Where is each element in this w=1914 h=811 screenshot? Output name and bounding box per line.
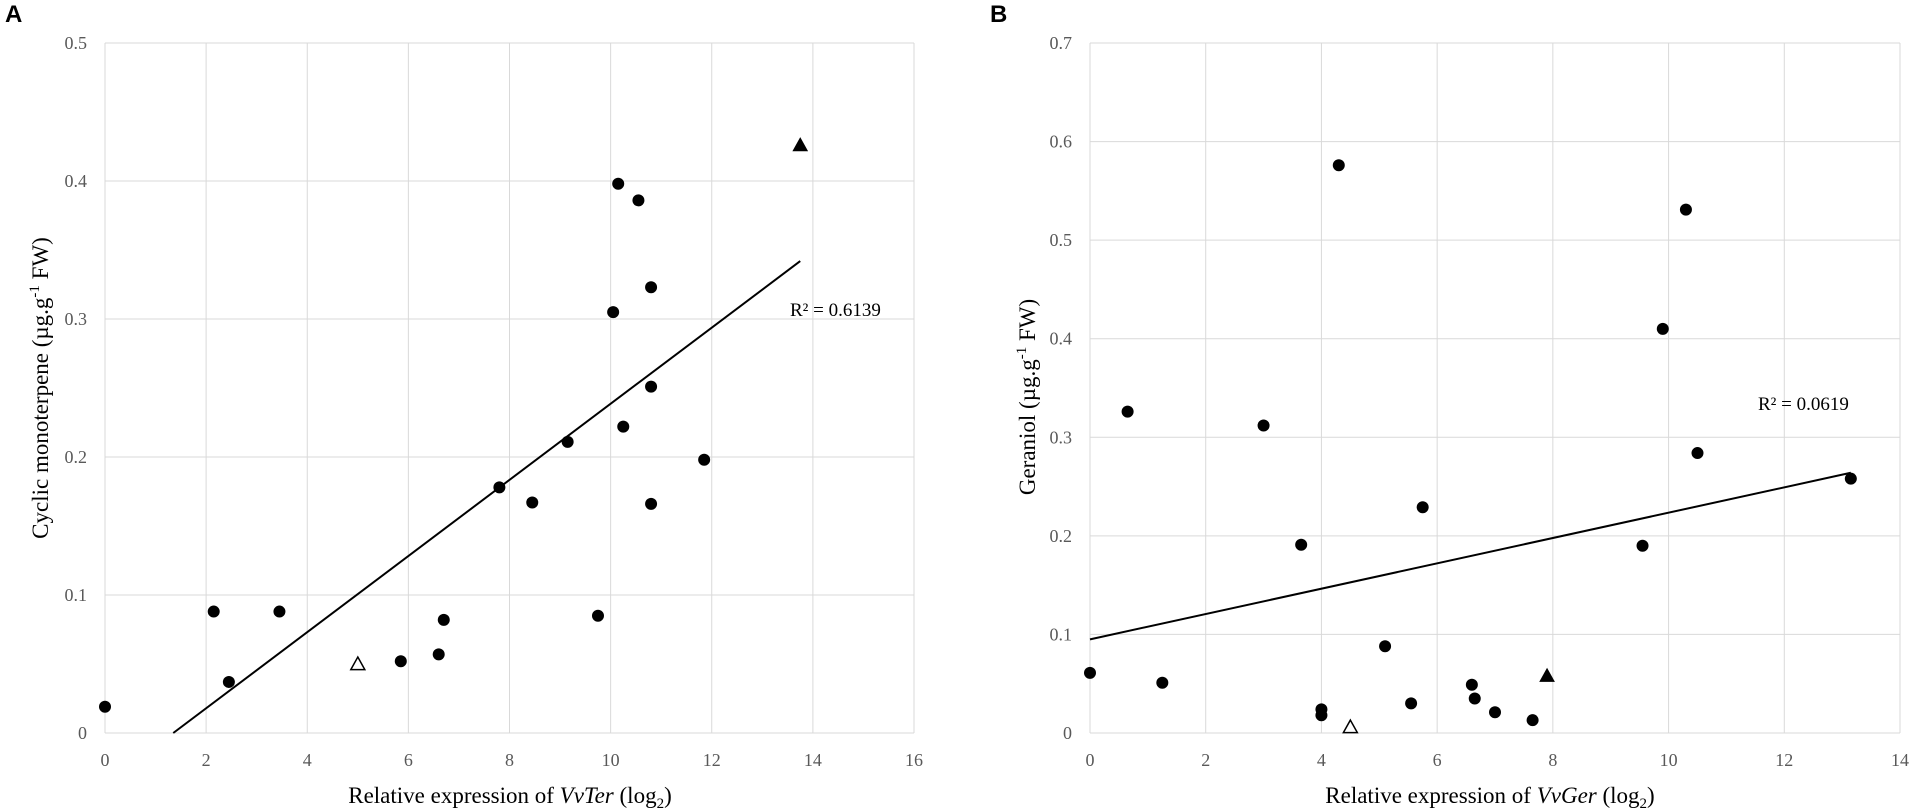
x-tick-label: 12	[703, 750, 721, 770]
data-point	[698, 453, 711, 466]
data-point-triangle-filled	[1539, 667, 1555, 682]
data-point	[1405, 697, 1418, 710]
data-point	[612, 177, 625, 190]
data-point	[645, 281, 658, 294]
data-point	[645, 497, 658, 510]
panel-a-r2-label: R² = 0.6139	[790, 300, 881, 321]
x-tick-label: 14	[1891, 750, 1909, 770]
panel-a-grid	[104, 42, 915, 734]
data-point	[273, 605, 286, 618]
data-point	[561, 435, 574, 448]
data-point	[1691, 447, 1704, 460]
x-tick-label: 8	[1548, 750, 1557, 770]
y-tick-label: 0.5	[65, 33, 88, 53]
y-tick-label: 0.3	[1050, 427, 1073, 447]
x-tick-label: 10	[602, 750, 620, 770]
x-tick-label: 2	[202, 750, 211, 770]
x-tick-label: 0	[101, 750, 110, 770]
data-point	[99, 700, 111, 713]
panel-b-scatter: B 0 2 4 6 8 10 12 14 0 0.1 0.2 0.3 0.4 0.5 0.6 0.7 R² =…	[990, 1, 1909, 811]
panel-a-trendline	[172, 260, 801, 734]
data-point	[394, 655, 407, 668]
panel-b-trendline	[1089, 471, 1852, 641]
data-point	[493, 481, 506, 494]
data-point	[1636, 539, 1649, 552]
x-tick-label: 6	[404, 750, 413, 770]
x-tick-label: 2	[1201, 750, 1210, 770]
x-tick-label: 6	[1433, 750, 1442, 770]
data-point	[607, 306, 620, 319]
data-point	[591, 609, 604, 622]
panel-b-ticks: 0 2 4 6 8 10 12 14 0 0.1 0.2 0.3 0.4 0.5 0.6 0.7	[1050, 33, 1910, 770]
panel-b-points	[1084, 159, 1857, 734]
data-point	[1156, 676, 1169, 689]
panel-b-x-axis-label: Relative expression of VvGer (log2)	[1325, 783, 1654, 811]
data-point	[1121, 405, 1134, 418]
data-point	[632, 194, 645, 207]
data-point	[1465, 678, 1478, 691]
data-point	[1416, 501, 1429, 514]
data-point	[1295, 538, 1308, 551]
data-point	[207, 605, 220, 618]
data-point	[222, 675, 235, 688]
x-tick-label: 14	[804, 750, 822, 770]
x-tick-label: 0	[1086, 750, 1095, 770]
y-tick-label: 0	[1063, 723, 1072, 743]
y-tick-label: 0.5	[1050, 230, 1073, 250]
y-tick-label: 0.1	[65, 585, 88, 605]
x-tick-label: 16	[905, 750, 923, 770]
panel-a-points	[99, 137, 809, 713]
panel-a-y-axis-label: Cyclic monoterpene (µg.g-1 FW)	[27, 237, 53, 539]
data-point	[432, 648, 445, 661]
panel-a-ticks: 0 2 4 6 8 10 12 14 16 0 0.1 0.2 0.3 0.4 0.5	[65, 33, 924, 770]
y-tick-label: 0	[78, 723, 87, 743]
data-point-triangle-filled	[792, 137, 809, 152]
panel-b-letter: B	[990, 1, 1007, 28]
y-tick-label: 0.3	[65, 309, 88, 329]
y-tick-label: 0.2	[65, 447, 88, 467]
data-point	[1257, 419, 1270, 432]
x-tick-label: 4	[303, 750, 312, 770]
x-tick-label: 8	[505, 750, 514, 770]
data-point	[1084, 666, 1096, 679]
data-point	[1489, 706, 1501, 719]
panel-a-letter: A	[5, 1, 22, 28]
data-point-triangle-open	[1342, 718, 1359, 734]
data-point	[617, 420, 630, 433]
y-tick-label: 0.6	[1050, 132, 1073, 152]
data-point	[437, 613, 450, 626]
panel-a-scatter: A 0 2 4 6 8 10 12 14 16 0 0.1 0.2 0.3 0.4 0.5 R² = 0.6…	[5, 1, 923, 811]
data-point	[1468, 692, 1481, 705]
data-point-triangle-open	[349, 655, 367, 671]
data-point	[1332, 159, 1345, 172]
data-point	[1679, 203, 1692, 216]
data-point	[526, 496, 539, 509]
data-point	[1656, 322, 1669, 335]
y-tick-label: 0.2	[1050, 526, 1073, 546]
y-tick-label: 0.7	[1050, 33, 1073, 53]
y-tick-label: 0.1	[1050, 624, 1073, 644]
y-tick-label: 0.4	[65, 171, 88, 191]
panel-b-grid	[1089, 42, 1901, 734]
data-point	[1315, 709, 1328, 722]
data-point	[1844, 472, 1857, 485]
data-point	[645, 380, 658, 393]
panel-b-r2-label: R² = 0.0619	[1758, 394, 1849, 415]
data-point	[1379, 640, 1392, 653]
x-tick-label: 4	[1317, 750, 1326, 770]
x-tick-label: 10	[1660, 750, 1678, 770]
panel-a-x-axis-label: Relative expression of VvTer (log2)	[348, 783, 672, 811]
x-tick-label: 12	[1775, 750, 1793, 770]
y-tick-label: 0.4	[1050, 329, 1073, 349]
panel-b-y-axis-label: Geraniol (µg.g-1 FW)	[1014, 299, 1040, 495]
data-point	[1526, 714, 1539, 727]
